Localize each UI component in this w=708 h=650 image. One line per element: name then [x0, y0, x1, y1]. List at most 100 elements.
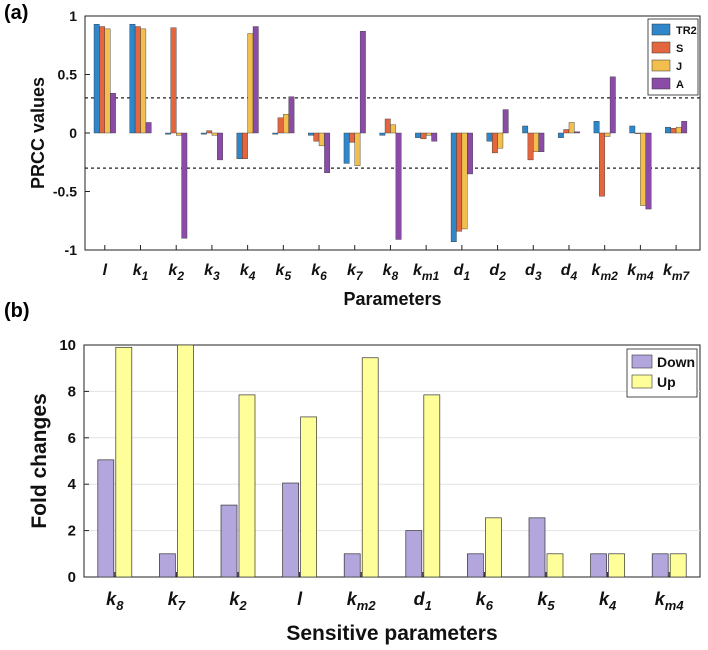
bar-a: [574, 131, 580, 134]
bar-a: [681, 121, 688, 134]
bar-j: [390, 124, 397, 134]
bar-tr2: [272, 132, 279, 135]
x-tick-label: k2: [168, 262, 184, 283]
bar-up: [115, 346, 133, 578]
bar-j: [675, 126, 682, 134]
x-tick-label: k2: [229, 589, 247, 613]
bar-a: [395, 132, 402, 240]
legend-swatch-down: [631, 354, 653, 369]
bar-s: [634, 132, 641, 134]
bar-a: [145, 122, 152, 134]
bar-down: [528, 517, 546, 578]
bar-s: [242, 132, 248, 159]
bar-down: [159, 553, 176, 578]
fold-change-chart: 0 2 4 6 8 10 k8 k7 k2 l km2 d1 k6 k5 k4 km4 Sensitive pa…: [28, 337, 701, 645]
bar-tr2: [165, 132, 172, 135]
bar-tr2: [129, 23, 136, 134]
bar-a: [502, 109, 509, 134]
bar-j: [247, 33, 254, 134]
legend-label-up: Up: [657, 374, 676, 390]
bar-s: [349, 132, 355, 143]
bar-j: [354, 132, 361, 166]
bar-up: [423, 394, 441, 578]
legend-swatch-j: [651, 59, 671, 72]
bar-tr2: [486, 132, 493, 142]
bar-down: [405, 530, 423, 578]
panel-label-b: (b): [4, 300, 30, 322]
bar-s: [563, 129, 570, 134]
legend-label-j: J: [676, 61, 682, 73]
bar-a: [324, 132, 331, 173]
bar-a: [181, 132, 188, 239]
bar-a: [431, 132, 438, 142]
bar-s: [206, 130, 213, 134]
bar-up: [546, 553, 564, 578]
x-tick-label: km2: [592, 262, 619, 283]
legend-swatch-a: [651, 77, 671, 90]
bar-up: [361, 357, 379, 578]
bar-j: [176, 132, 182, 136]
bar-a: [645, 132, 652, 210]
bar-down: [343, 553, 361, 578]
bar-s: [670, 128, 677, 134]
bar-a: [217, 132, 223, 161]
bar-down: [467, 553, 484, 578]
bar-s: [277, 117, 284, 134]
bar-tr2: [629, 125, 636, 134]
bar-tr2: [200, 132, 207, 135]
bar-tr2: [522, 125, 529, 134]
x-tick-label: k8: [106, 589, 124, 613]
bar-a: [538, 132, 545, 152]
bar-s: [420, 132, 427, 140]
bar-down: [651, 553, 669, 578]
x-tick-label: k3: [204, 262, 220, 283]
y-tick-label: 0.5: [58, 67, 78, 83]
bar-j: [640, 132, 646, 206]
y-tick-label: 0: [69, 125, 77, 141]
bar-tr2: [93, 23, 100, 134]
bar-up: [177, 344, 194, 578]
bar-a: [609, 76, 616, 134]
bar-j: [461, 132, 468, 230]
y-axis-label: PRCC values: [28, 77, 48, 189]
x-tick-label: d3: [525, 262, 542, 283]
bar-down: [282, 482, 299, 578]
bar-a: [109, 93, 116, 134]
bar-j: [283, 114, 289, 134]
bar-up: [608, 553, 625, 578]
x-tick-label: k6: [311, 262, 327, 283]
x-tick-label: km2: [347, 589, 377, 613]
bar-tr2: [450, 132, 457, 243]
bar-j: [533, 132, 539, 152]
x-tick-label: k5: [276, 262, 292, 283]
y-tick-label: 6: [68, 430, 76, 447]
x-tick-label: d1: [454, 262, 471, 283]
bar-j: [318, 132, 325, 147]
bar-a: [359, 31, 366, 134]
bar-up: [669, 553, 687, 578]
bar-tr2: [343, 132, 350, 164]
panel-label-a: (a): [4, 2, 29, 24]
x-tick-label: km4: [627, 262, 654, 283]
bar-tr2: [665, 126, 671, 134]
bar-up: [300, 416, 317, 578]
bar-down: [97, 459, 115, 578]
x-tick-label: d2: [489, 262, 506, 283]
y-tick-label: 8: [68, 383, 76, 400]
y-tick-label: -0.5: [53, 184, 77, 200]
x-tick-label: k8: [383, 262, 399, 283]
x-axis-label: Parameters: [343, 289, 441, 309]
bar-j: [568, 122, 575, 134]
bar-tr2: [415, 132, 421, 138]
y-tick-label: 1: [69, 8, 77, 24]
x-tick-label: k7: [168, 589, 186, 613]
x-tick-label: l: [297, 589, 303, 609]
x-tick-label: km4: [655, 589, 685, 613]
legend-label-s: S: [676, 43, 683, 55]
x-tick-label: k4: [599, 589, 617, 613]
bar-s: [384, 118, 391, 134]
y-tick-label: 2: [68, 523, 76, 540]
bar-j: [104, 28, 111, 134]
x-tick-label: km7: [663, 262, 691, 283]
